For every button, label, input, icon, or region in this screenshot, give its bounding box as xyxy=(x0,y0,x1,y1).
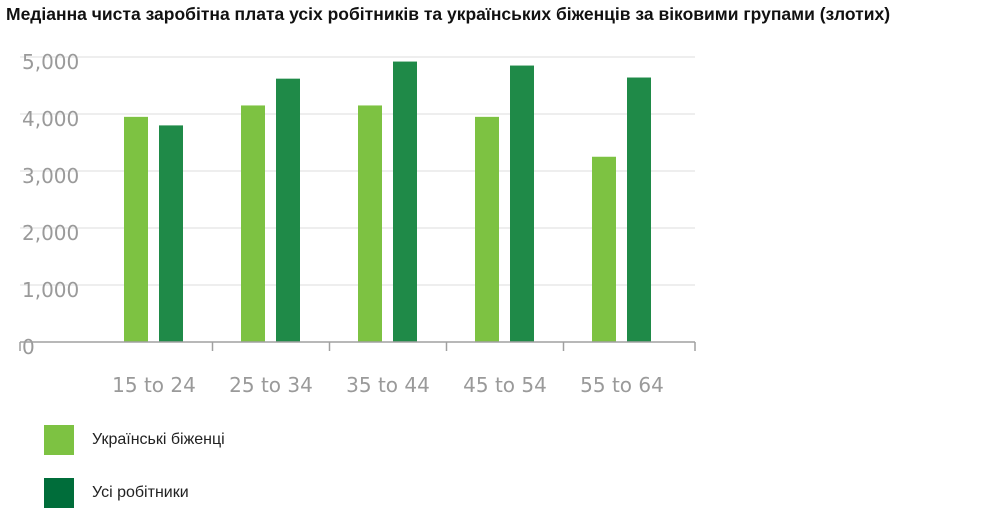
bar-refugees xyxy=(358,105,382,342)
x-tick-label: 45 to 54 xyxy=(463,373,547,397)
bar-all-workers xyxy=(276,78,300,342)
legend-label: Усі робітники xyxy=(92,484,189,501)
bar-refugees xyxy=(592,156,616,342)
bar-all-workers xyxy=(159,125,183,343)
bar-refugees xyxy=(241,105,265,342)
bar-all-workers xyxy=(393,61,417,343)
y-tick-label: 2,000 xyxy=(22,221,79,245)
bars xyxy=(124,61,651,343)
bar-refugees xyxy=(475,116,499,342)
legend-label: Українські біженці xyxy=(92,431,225,448)
bar-all-workers xyxy=(510,65,534,343)
legend-swatch xyxy=(44,478,74,508)
bar-chart: 0 1,000 2,000 3,000 4,000 5,000 15 to 24 25 to… xyxy=(19,50,696,397)
y-tick-label: 1,000 xyxy=(22,278,79,302)
legend: Українські біженці Усі робітники xyxy=(44,425,225,531)
bar-all-workers xyxy=(627,77,651,343)
chart-title: Медіанна чиста заробітна плата усіх робі… xyxy=(6,4,891,24)
legend-item: Усі робітники xyxy=(44,478,225,508)
x-tick-label: 25 to 34 xyxy=(229,373,313,397)
gridlines xyxy=(20,56,695,286)
y-tick-label: 3,000 xyxy=(22,164,79,188)
x-tick-label: 35 to 44 xyxy=(346,373,430,397)
x-axis: 15 to 24 25 to 34 35 to 44 45 to 54 55 to 64 xyxy=(19,341,696,397)
y-tick-label: 0 xyxy=(22,335,35,359)
y-axis-ticks: 0 1,000 2,000 3,000 4,000 5,000 xyxy=(22,50,79,359)
bar-refugees xyxy=(124,116,148,342)
y-tick-label: 5,000 xyxy=(22,50,79,74)
y-tick-label: 4,000 xyxy=(22,107,79,131)
legend-swatch xyxy=(44,425,74,455)
x-tick-label: 55 to 64 xyxy=(580,373,664,397)
x-tick-label: 15 to 24 xyxy=(112,373,196,397)
legend-item: Українські біженці xyxy=(44,425,225,455)
